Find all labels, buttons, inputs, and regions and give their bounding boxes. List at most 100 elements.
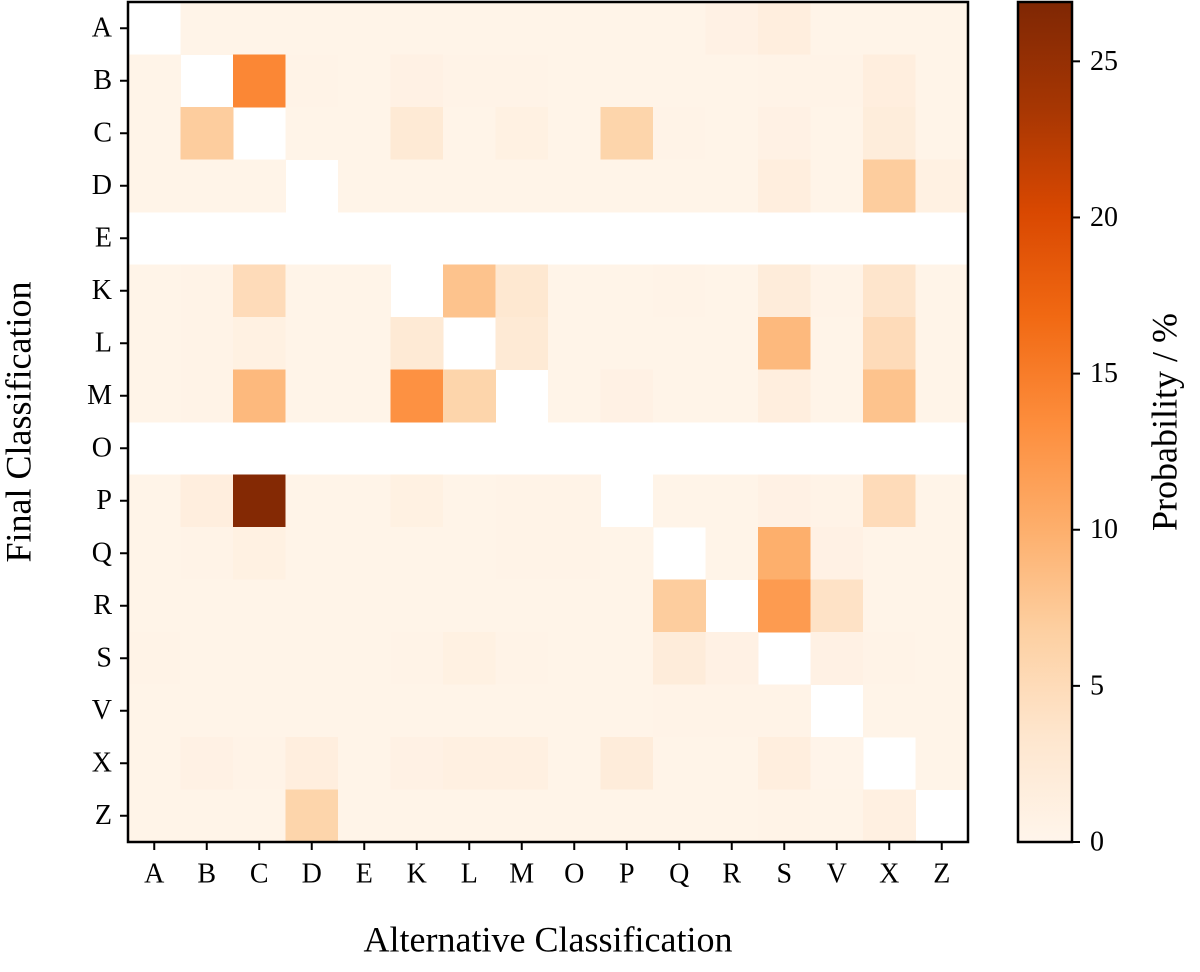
y-tick-label: M xyxy=(87,380,112,411)
heatmap-cell xyxy=(653,317,706,370)
heatmap-cell xyxy=(495,159,549,213)
heatmap-cell xyxy=(758,737,811,790)
heatmap-cell xyxy=(705,264,759,318)
x-axis-label: Alternative Classification xyxy=(364,919,733,959)
heatmap-cell xyxy=(600,737,654,790)
heatmap-cell xyxy=(338,2,391,55)
heatmap-cell xyxy=(915,684,969,738)
heatmap-cell xyxy=(653,789,706,843)
heatmap-cell xyxy=(180,789,234,843)
x-tick-label: K xyxy=(407,858,427,889)
heatmap-cell xyxy=(390,579,444,633)
heatmap-cell xyxy=(810,159,864,213)
heatmap-cell xyxy=(915,159,969,213)
heatmap-cell xyxy=(443,264,496,318)
y-tick-label: K xyxy=(92,275,112,306)
heatmap-cell xyxy=(915,737,969,790)
heatmap-cell xyxy=(233,54,286,108)
heatmap-cell xyxy=(863,159,916,213)
heatmap-cell xyxy=(600,54,654,108)
heatmap-cell xyxy=(285,474,339,528)
heatmap-cell xyxy=(180,264,234,318)
heatmap-cell xyxy=(600,107,654,160)
heatmap-cell xyxy=(705,2,759,55)
x-tick-label: Z xyxy=(933,858,950,889)
colorbar-label: Probability / % xyxy=(1144,313,1184,531)
colorbar xyxy=(1016,0,1074,844)
heatmap-cell xyxy=(390,369,444,423)
heatmap-cell xyxy=(233,369,286,423)
heatmap-cell xyxy=(863,579,916,633)
heatmap-cell xyxy=(600,579,654,633)
y-tick-label: S xyxy=(96,643,112,674)
heatmap-cell xyxy=(390,2,444,55)
heatmap-cell xyxy=(233,632,286,685)
heatmap-cell xyxy=(600,789,654,843)
heatmap-cell xyxy=(548,789,601,843)
heatmap-cell xyxy=(810,107,864,160)
heatmap-cell xyxy=(338,684,391,738)
heatmap-cell xyxy=(810,2,864,55)
heatmap-cell xyxy=(915,632,969,685)
heatmap-cell xyxy=(758,107,811,160)
heatmap-cell xyxy=(128,54,181,108)
y-tick-label: X xyxy=(92,748,112,779)
heatmap-cell xyxy=(548,264,601,318)
heatmap-cell xyxy=(128,107,181,160)
heatmap-cell xyxy=(548,54,601,108)
heatmap-cell xyxy=(390,789,444,843)
heatmap-cell xyxy=(863,317,916,370)
heatmap-cell xyxy=(390,159,444,213)
heatmap-cell xyxy=(390,684,444,738)
heatmap-cell xyxy=(443,159,496,213)
heatmap-cell xyxy=(705,737,759,790)
heatmap-cell xyxy=(863,264,916,318)
y-tick-label: R xyxy=(93,590,112,621)
heatmap-cell xyxy=(338,632,391,685)
heatmap-cell xyxy=(495,632,549,685)
heatmap-cell xyxy=(443,684,496,738)
heatmap-cell xyxy=(548,632,601,685)
x-tick-label: C xyxy=(250,858,269,889)
heatmap-cell xyxy=(705,474,759,528)
heatmap-cell xyxy=(338,369,391,423)
heatmap-cell xyxy=(915,527,969,580)
heatmap-cell xyxy=(758,789,811,843)
x-tick-label: A xyxy=(144,858,165,889)
heatmap-cell xyxy=(180,107,234,160)
heatmap-cell xyxy=(233,737,286,790)
heatmap-cell xyxy=(338,579,391,633)
heatmap-cell xyxy=(285,369,339,423)
heatmap-cell xyxy=(653,2,706,55)
heatmap-cell xyxy=(180,737,234,790)
heatmap-cell xyxy=(915,369,969,423)
heatmap-cell xyxy=(495,264,549,318)
heatmap-cell xyxy=(495,527,549,580)
heatmap-cell xyxy=(128,474,181,528)
heatmap-cell xyxy=(390,54,444,108)
heatmap-cell xyxy=(653,579,706,633)
heatmap-cell xyxy=(758,684,811,738)
heatmap-cell xyxy=(600,527,654,580)
heatmap-cell xyxy=(810,264,864,318)
heatmap-cell xyxy=(495,789,549,843)
heatmap-cell xyxy=(390,527,444,580)
heatmap-cell xyxy=(600,2,654,55)
colorbar-tick-label: 15 xyxy=(1090,358,1118,389)
heatmap-cell xyxy=(600,684,654,738)
heatmap-cell xyxy=(233,579,286,633)
heatmap-cell xyxy=(600,264,654,318)
heatmap-cell xyxy=(285,2,339,55)
heatmap-cell xyxy=(443,107,496,160)
heatmap-cell xyxy=(495,579,549,633)
x-tick-label: X xyxy=(879,858,899,889)
heatmap-cell xyxy=(338,159,391,213)
colorbar-tick-label: 25 xyxy=(1090,46,1118,77)
heatmap-cell xyxy=(180,2,234,55)
colorbar-tick-label: 0 xyxy=(1090,826,1104,857)
heatmap-cell xyxy=(338,527,391,580)
heatmap-cell xyxy=(758,369,811,423)
y-tick-label: O xyxy=(92,433,112,464)
x-tick-label: S xyxy=(776,858,792,889)
